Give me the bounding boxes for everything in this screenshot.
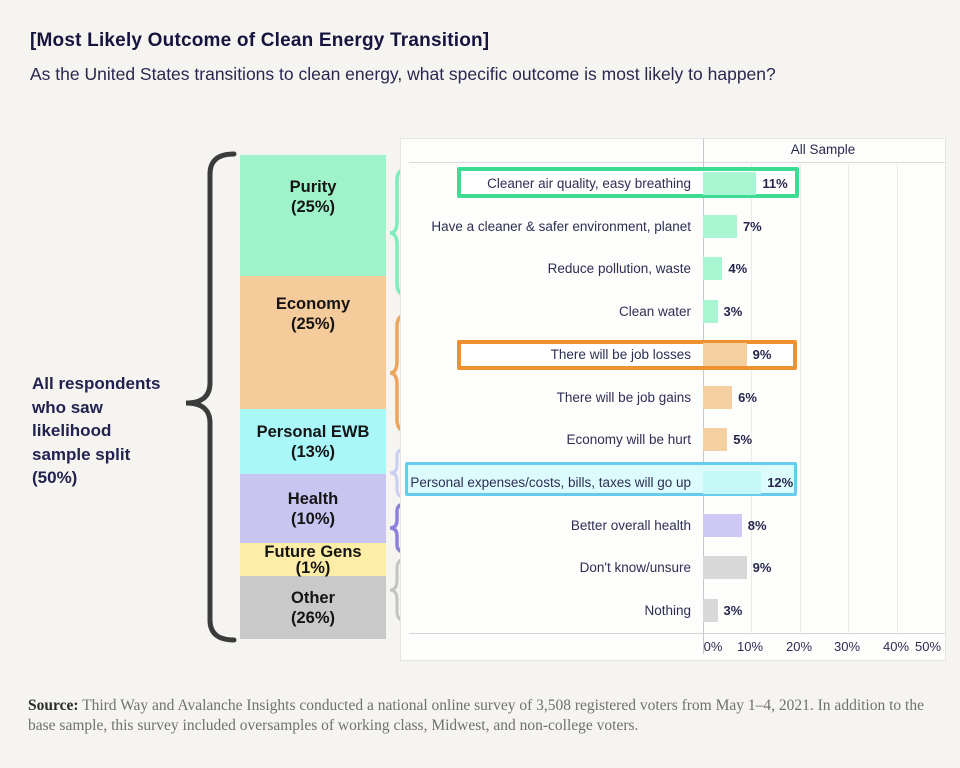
row-label: Don't know/unsure: [579, 560, 691, 576]
bar-value: 9%: [752, 560, 772, 576]
segment-other: Other (26%): [240, 576, 386, 639]
bar-value: 12%: [767, 475, 794, 490]
bar-row: Don't know/unsure 9%: [401, 547, 945, 590]
page-title: [Most Likely Outcome of Clean Energy Tra…: [30, 30, 490, 51]
bar: [703, 385, 733, 409]
bar: [703, 171, 757, 195]
bar-rows: Cleaner air quality, easy breathing 11% …: [401, 162, 945, 632]
segment-label: Other: [290, 588, 335, 607]
bar: [703, 300, 718, 324]
stacked-category-bar: Purity (25%) Economy (25%) Personal EWB …: [240, 155, 386, 639]
bar-row: There will be job losses 9%: [401, 333, 945, 376]
row-label: There will be job losses: [550, 346, 691, 362]
source-label: Source:: [28, 697, 79, 714]
bar: [703, 214, 737, 238]
source-text: Third Way and Avalanche Insights conduct…: [28, 697, 924, 734]
row-label: Nothing: [644, 603, 691, 619]
segment-label: Health: [287, 489, 339, 508]
bar-value: 5%: [733, 432, 753, 448]
bar-value: 8%: [747, 517, 767, 533]
segment-pct: (10%): [290, 509, 335, 528]
respondents-annotation: All respondents who saw likelihood sampl…: [32, 372, 197, 490]
other-brace: [389, 556, 412, 624]
row-label: Clean water: [618, 304, 691, 320]
segment-label: Future Gens: [264, 542, 362, 561]
bar-value: 6%: [738, 389, 757, 405]
row-label: Economy will be hurt: [566, 432, 691, 448]
x-axis-line: [409, 633, 945, 634]
segment-label: Economy: [275, 295, 351, 313]
annotation-line: likelihood: [32, 421, 112, 440]
segment-pct: (1%): [295, 558, 331, 577]
segment-personal-ewb: Personal EWB (13%): [240, 409, 386, 474]
x-tick: 30%: [833, 639, 861, 654]
personal-ewb-brace: [389, 446, 412, 500]
segment-economy: Economy (25%): [240, 276, 386, 409]
row-label: Cleaner air quality, easy breathing: [487, 175, 691, 191]
annotation-line: who saw: [32, 397, 103, 417]
purity-brace: [389, 166, 412, 298]
economy-brace: [389, 312, 412, 434]
segment-pct: (13%): [290, 442, 335, 461]
bar-row: Clean water 3%: [401, 290, 945, 333]
row-label: Better overall health: [570, 517, 691, 533]
bar: [703, 513, 742, 537]
big-curly-brace-path: [185, 151, 237, 643]
gridline-10: [751, 162, 752, 633]
bar-value: 4%: [728, 261, 748, 277]
row-label: There will be job gains: [556, 389, 691, 405]
row-label: Have a cleaner & safer environment, plan…: [431, 218, 691, 234]
annotation-line: All respondents: [32, 374, 161, 393]
bar-row: Personal expenses/costs, bills, taxes wi…: [401, 461, 945, 504]
bar-row: Reduce pollution, waste 4%: [401, 247, 945, 290]
column-header: All Sample: [790, 142, 856, 157]
bar-row: Nothing 3%: [401, 589, 945, 632]
big-curly-brace: [185, 151, 237, 643]
bar: [703, 471, 762, 494]
row-label: Reduce pollution, waste: [547, 261, 691, 277]
bar: [703, 599, 718, 623]
bar-value: 3%: [723, 603, 743, 619]
segment-label: Purity: [289, 178, 337, 196]
source-note: Source: Third Way and Avalanche Insights…: [28, 696, 933, 736]
group-braces: [389, 166, 412, 624]
segment-pct: (25%): [290, 315, 335, 333]
segment-future-gens: Future Gens (1%): [240, 543, 386, 576]
bar-row: Better overall health 8%: [401, 504, 945, 547]
bar: [703, 556, 747, 580]
bar-value: 11%: [762, 175, 788, 191]
segment-purity: Purity (25%): [240, 155, 386, 276]
bar: [703, 342, 747, 366]
segment-pct: (26%): [290, 608, 335, 627]
bar-row: Cleaner air quality, easy breathing 11%: [401, 162, 945, 205]
x-tick: 0%: [703, 639, 723, 654]
bar-row: There will be job gains 6%: [401, 376, 945, 419]
segment-pct: (25%): [290, 198, 335, 216]
row-label: Personal expenses/costs, bills, taxes wi…: [410, 475, 691, 490]
chart-question: As the United States transitions to clea…: [30, 64, 776, 84]
x-tick: 50%: [914, 639, 942, 654]
gridline-20: [800, 162, 801, 633]
annotation-line: (50%): [32, 468, 78, 487]
health-brace: [389, 501, 412, 555]
bar-row: Have a cleaner & safer environment, plan…: [401, 205, 945, 248]
x-tick: 20%: [785, 639, 813, 654]
bar-chart-panel: All Sample Cleaner air quality, easy bre…: [400, 138, 946, 661]
plot-top-border: [409, 162, 945, 163]
x-tick: 10%: [736, 639, 764, 654]
bar-value: 7%: [742, 218, 762, 234]
bar-value: 9%: [752, 346, 772, 362]
segment-health: Health (10%): [240, 474, 386, 543]
bar: [703, 428, 728, 452]
x-tick: 40%: [882, 639, 910, 654]
annotation-line: sample split: [32, 444, 131, 464]
gridline-40: [897, 162, 898, 633]
gridline-30: [848, 162, 849, 633]
segment-label: Personal EWB: [256, 422, 370, 441]
bar: [703, 257, 723, 281]
bar-row: Economy will be hurt 5%: [401, 418, 945, 461]
bar-value: 3%: [723, 304, 743, 320]
